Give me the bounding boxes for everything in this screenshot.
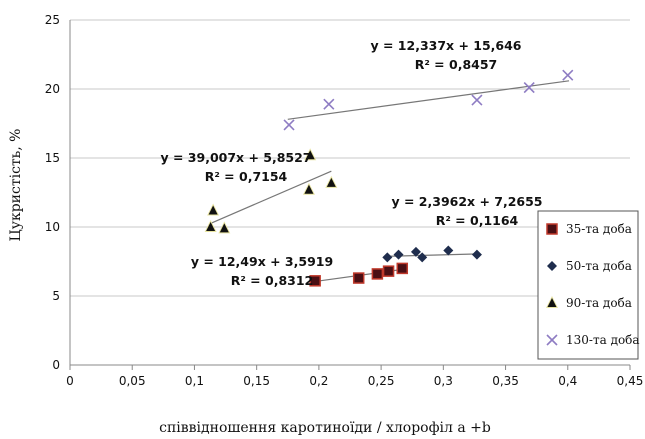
data-point xyxy=(204,220,217,232)
legend-label: 50-та доба xyxy=(566,259,632,273)
data-point xyxy=(371,268,384,280)
data-points xyxy=(204,69,574,287)
trendline-equation: y = 2,3962x + 7,2655 xyxy=(391,194,542,209)
x-tick-label: 0,05 xyxy=(119,374,146,388)
marker-triangle xyxy=(305,150,315,160)
legend-label: 90-та доба xyxy=(566,296,632,310)
data-point xyxy=(396,262,409,275)
x-tick-label: 0,25 xyxy=(368,374,395,388)
marker-square xyxy=(371,268,384,280)
data-point xyxy=(302,182,315,195)
y-tick-label: 10 xyxy=(45,220,60,234)
marker-square xyxy=(396,262,409,275)
marker-triangle xyxy=(547,298,557,307)
data-point xyxy=(283,119,295,131)
marker-cross-b xyxy=(562,69,574,81)
trendline-r2: R² = 0,8457 xyxy=(415,57,498,72)
data-point xyxy=(304,148,317,161)
legend-label: 35-та доба xyxy=(566,222,632,236)
x-tick-label: 0,2 xyxy=(309,374,328,388)
marker-cross-b xyxy=(523,82,535,94)
y-tick-label: 20 xyxy=(45,82,60,96)
legend: 35-та доба 50-та доба 90-та доба 130-та доб… xyxy=(537,210,640,360)
marker-triangle xyxy=(304,184,314,194)
x-tick-label: 0,15 xyxy=(243,374,270,388)
marker-triangle xyxy=(219,223,229,233)
marker-cross-b xyxy=(546,334,558,346)
trendline xyxy=(209,170,332,225)
data-point xyxy=(523,82,535,94)
marker-square xyxy=(382,265,395,277)
marker-square xyxy=(309,275,321,287)
data-point xyxy=(309,275,321,287)
trendline-equation: y = 12,49x + 3,5919 xyxy=(191,254,333,269)
data-point xyxy=(471,249,482,260)
y-tick-label: 0 xyxy=(52,358,60,372)
trendline-labels: y = 12,49x + 3,5919 R² = 0,8312 y = 2,3962… xyxy=(160,38,542,288)
x-tick-label: 0,1 xyxy=(185,374,204,388)
data-point xyxy=(562,69,574,81)
data-point xyxy=(471,94,483,106)
marker-triangle xyxy=(206,222,216,231)
marker-cross-b xyxy=(471,94,483,106)
data-point xyxy=(382,265,395,277)
legend-marker xyxy=(547,261,557,271)
data-point xyxy=(382,252,393,263)
marker-square xyxy=(352,272,365,284)
data-point xyxy=(410,246,421,257)
trendline-r2: R² = 0,7154 xyxy=(205,169,288,184)
x-tick-label: 0,35 xyxy=(492,374,519,388)
trendline-r2: R² = 0,8312 xyxy=(231,273,314,288)
y-tick-label: 15 xyxy=(45,151,60,165)
data-point xyxy=(417,252,428,263)
data-point xyxy=(352,272,365,284)
legend-marker xyxy=(546,334,558,346)
marker-triangle xyxy=(208,205,218,215)
trendline xyxy=(287,80,570,120)
x-tick-label: 0 xyxy=(66,374,74,388)
legend-label: 130-та доба xyxy=(566,333,640,347)
data-point xyxy=(218,221,231,234)
x-tick-label: 0,45 xyxy=(617,374,644,388)
x-tick-label: 0,3 xyxy=(434,374,453,388)
legend-box xyxy=(537,210,639,360)
x-axis-label: співвідношення каротиноїди / хлорофіл а … xyxy=(159,420,491,436)
legend-marker xyxy=(546,223,558,235)
y-tick-label: 5 xyxy=(52,289,60,303)
data-point xyxy=(443,245,454,256)
data-point xyxy=(393,249,404,260)
y-axis-label: Цукристість, % xyxy=(8,129,24,242)
data-point xyxy=(323,98,335,110)
trendline-equation: y = 39,007x + 5,8527 xyxy=(160,150,311,165)
gridlines xyxy=(70,19,630,297)
trendline-equation: y = 12,337x + 15,646 xyxy=(370,38,521,53)
x-tick-label: 0,4 xyxy=(558,374,577,388)
data-point xyxy=(207,203,220,216)
marker-triangle xyxy=(326,177,336,187)
trendline-r2: R² = 0,1164 xyxy=(436,213,519,228)
axes: 0 5 10 15 20 25 0 0,05 0,1 0,15 0,2 0,25 0,3 0,35 0,4 0… xyxy=(45,13,644,388)
marker-cross-b xyxy=(283,119,295,131)
legend-marker xyxy=(546,296,558,308)
y-tick-label: 25 xyxy=(45,13,60,27)
data-point xyxy=(325,175,338,188)
marker-cross-b xyxy=(323,98,335,110)
marker-square xyxy=(546,223,558,235)
